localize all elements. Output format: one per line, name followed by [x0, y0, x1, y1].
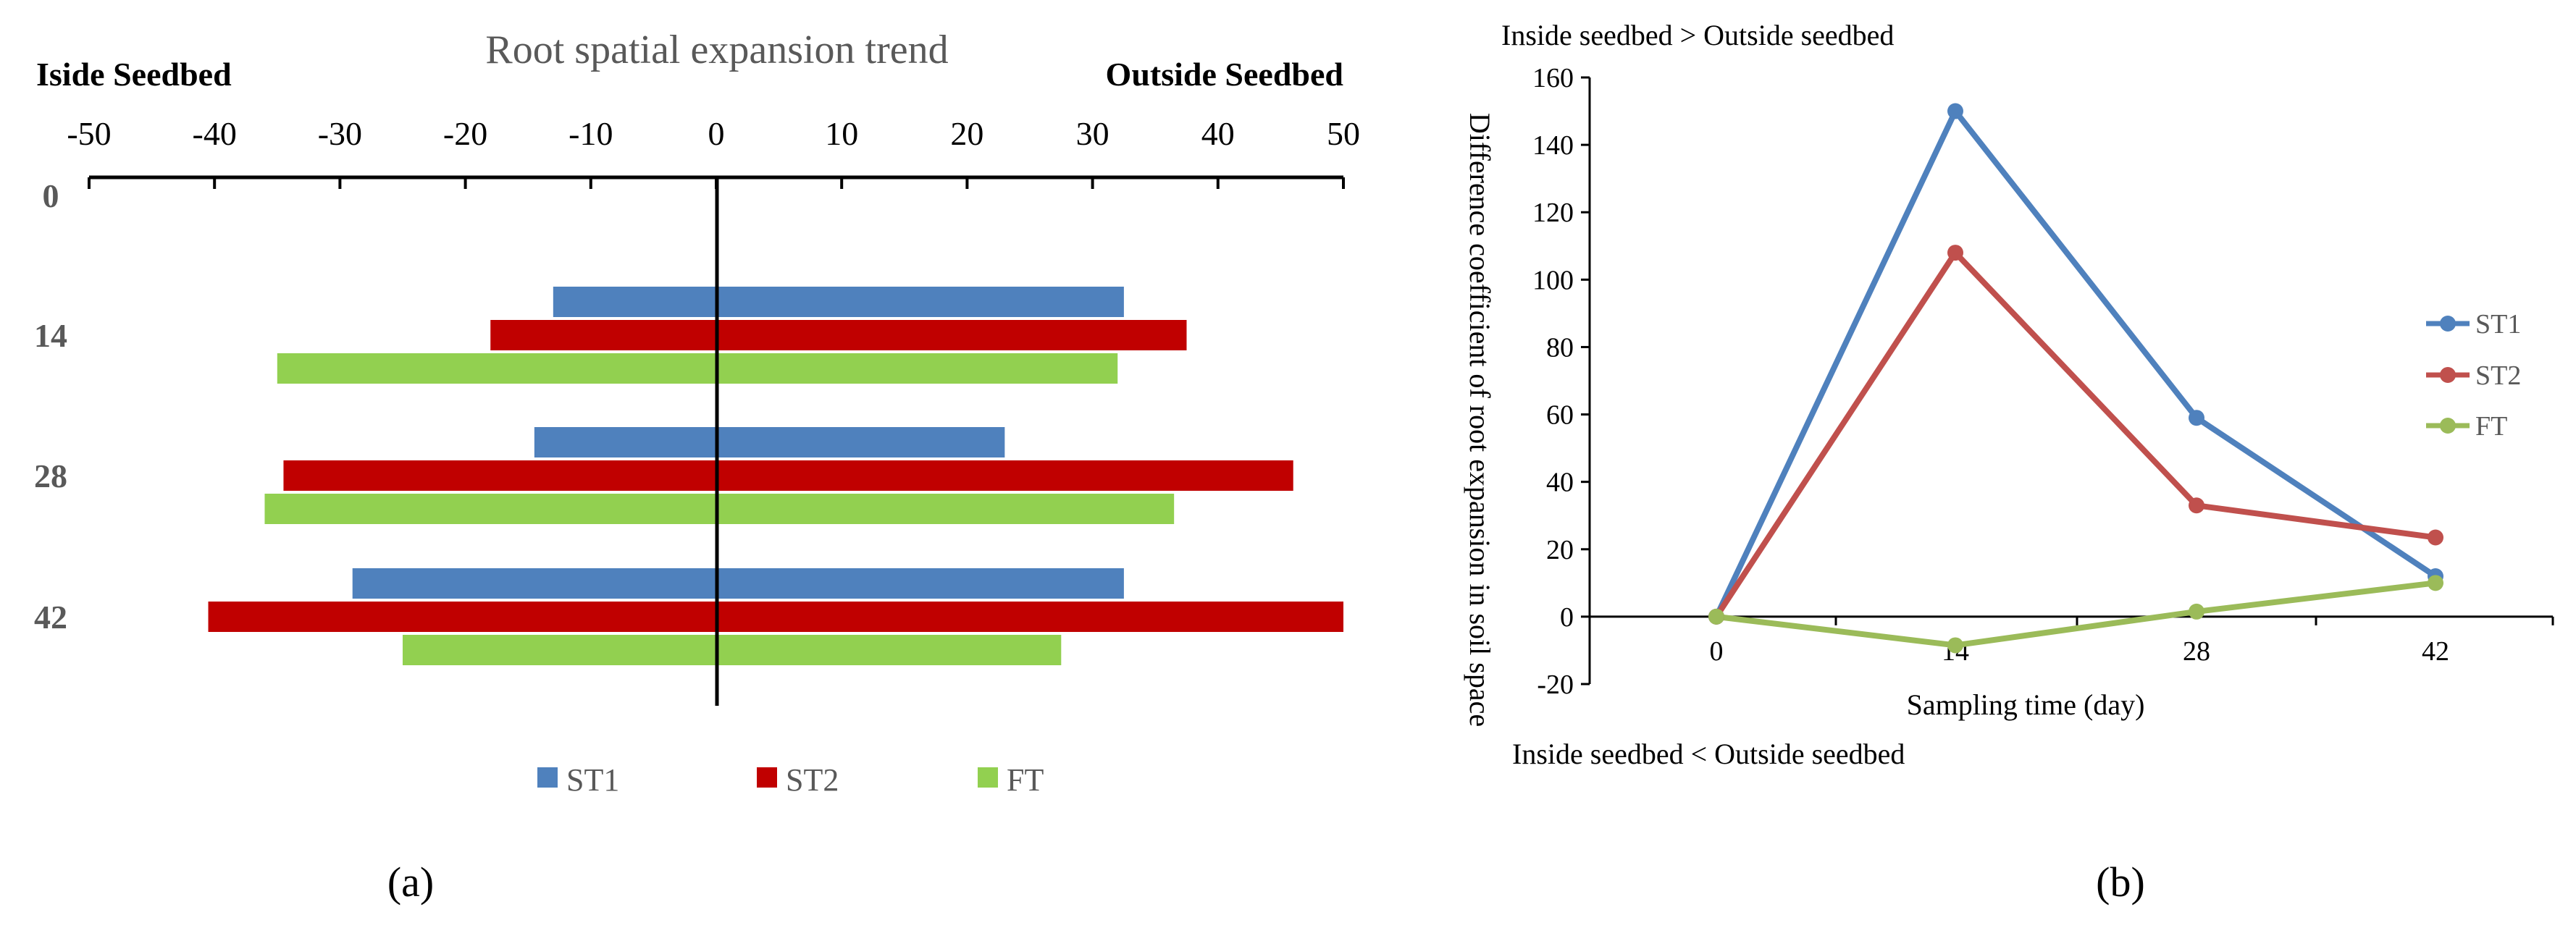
legend-label-st2: ST2 — [2475, 360, 2521, 391]
y-tick-label: 100 — [1532, 265, 1574, 295]
y-tick-label: 60 — [1546, 400, 1574, 431]
category-label: 0 — [43, 177, 59, 214]
point-st2-day-42 — [2428, 529, 2443, 546]
x-tick-label: -20 — [443, 115, 487, 152]
bar-ft-day-14 — [277, 353, 1118, 384]
bar-st1-day-28 — [534, 427, 1005, 457]
point-st2-day-28 — [2189, 497, 2204, 514]
series-line-st2 — [1713, 250, 2436, 619]
panel-b-label: (b) — [2096, 859, 2145, 906]
bar-st2-day-14 — [490, 320, 1187, 350]
legend-swatch-st1 — [537, 767, 558, 788]
right-side-label: Outside Seedbed — [1106, 56, 1344, 93]
legend-marker-ft — [2440, 418, 2456, 434]
x-tick-label: 28 — [2183, 636, 2210, 667]
bar-ft-day-28 — [264, 494, 1175, 524]
y-tick-label: 140 — [1532, 130, 1574, 161]
y-tick-label: 120 — [1532, 198, 1574, 228]
y-tick-label: 20 — [1546, 535, 1574, 565]
y-tick-label: 40 — [1546, 468, 1574, 498]
y-tick-label: 160 — [1532, 63, 1574, 93]
category-label: 28 — [34, 457, 67, 494]
panel-a-bar-chart: Root spatial expansion trend Iside Seedb… — [34, 28, 1360, 906]
x-tick-label: -40 — [193, 115, 237, 152]
left-side-label: Iside Seedbed — [36, 56, 232, 93]
point-st1-day-28 — [2189, 410, 2204, 426]
point-ft-day-28 — [2189, 603, 2204, 620]
series-line-st1 — [1713, 108, 2438, 618]
point-ft-day-42 — [2428, 575, 2443, 591]
x-axis-ticks: -50 -40 -30 -20 -10 0 10 20 30 40 50 — [67, 115, 1360, 189]
x-tick-label: 0 — [1710, 636, 1724, 667]
bars — [208, 287, 1343, 665]
x-tick-label: 42 — [2422, 636, 2449, 667]
point-ft-day-14 — [1947, 637, 1963, 654]
legend-label-ft: FT — [2475, 411, 2507, 442]
point-st2-day-14 — [1947, 245, 1963, 261]
legend-swatch-ft — [978, 767, 998, 788]
x-axis-title: Sampling time (day) — [1907, 688, 2145, 721]
category-labels: 0 14 28 42 — [34, 177, 67, 636]
y-axis-ticks: -20 0 20 40 60 80 100 120 140 160 — [1532, 63, 1590, 700]
x-tick-label: -30 — [318, 115, 362, 152]
x-tick-label: 40 — [1201, 115, 1235, 152]
y-axis-title: Difference coefficient of root expansion… — [1464, 113, 1496, 727]
x-tick-label: 20 — [950, 115, 983, 152]
x-tick-label: 0 — [708, 115, 725, 152]
bar-st1-day-42 — [352, 568, 1124, 599]
x-tick-label: -10 — [569, 115, 613, 152]
panel-b-line-chart: Inside seedbed > Outside seedbed Inside … — [1464, 19, 2554, 906]
legend-label-st1: ST1 — [2475, 309, 2521, 339]
legend-marker-st2 — [2440, 367, 2456, 383]
legend-label-ft: FT — [1007, 762, 1044, 798]
y-tick-label: -20 — [1537, 670, 1574, 700]
legend-swatch-st2 — [757, 767, 777, 788]
x-tick-label: 50 — [1327, 115, 1360, 152]
point-st1-day-14 — [1947, 103, 1963, 119]
legend-label-st2: ST2 — [786, 762, 839, 798]
bottom-note: Inside seedbed < Outside seedbed — [1512, 738, 1905, 770]
top-note: Inside seedbed > Outside seedbed — [1501, 19, 1894, 51]
point-ft-day-0 — [1708, 608, 1724, 625]
legend-a: ST1 ST2 FT — [537, 762, 1044, 798]
y-tick-label: 0 — [1560, 602, 1574, 633]
category-label: 14 — [34, 317, 67, 354]
category-label: 42 — [34, 599, 67, 636]
legend-label-st1: ST1 — [566, 762, 619, 798]
bar-ft-day-42 — [403, 635, 1062, 665]
series-lines — [1708, 103, 2443, 654]
legend-marker-st1 — [2440, 316, 2456, 332]
legend-b: ST1 ST2 FT — [2426, 309, 2521, 442]
x-tick-label: 10 — [825, 115, 858, 152]
chart-a-title: Root spatial expansion trend — [485, 28, 948, 72]
x-tick-label: 30 — [1076, 115, 1109, 152]
y-tick-label: 80 — [1546, 332, 1574, 363]
bar-st2-day-28 — [283, 460, 1293, 491]
bar-st1-day-14 — [553, 287, 1124, 317]
bar-st2-day-42 — [208, 602, 1343, 632]
panel-a-label: (a) — [387, 859, 434, 906]
series-line-ft — [1716, 580, 2436, 649]
x-tick-label: -50 — [67, 115, 111, 152]
